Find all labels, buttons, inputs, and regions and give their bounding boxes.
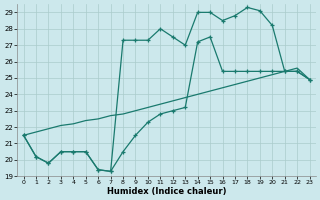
X-axis label: Humidex (Indice chaleur): Humidex (Indice chaleur): [107, 187, 226, 196]
